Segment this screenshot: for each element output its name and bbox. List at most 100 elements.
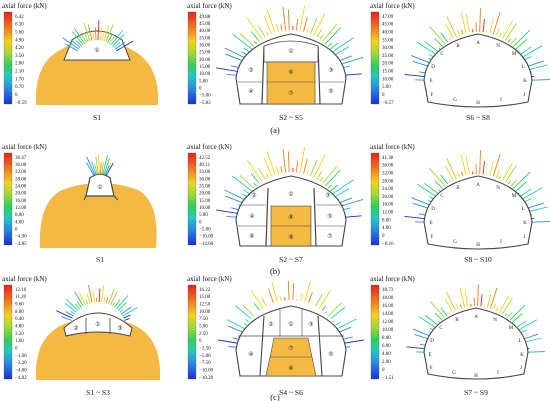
tick-label: 15.00 <box>382 70 394 75</box>
force-ray <box>113 42 121 49</box>
force-ray <box>112 301 116 307</box>
force-ray <box>492 153 501 177</box>
point-label: G <box>453 98 457 103</box>
tick-label: −10.00 <box>199 235 214 240</box>
force-ray <box>477 284 479 307</box>
tick-label: 14.00 <box>382 312 394 317</box>
force-ray <box>123 314 131 319</box>
point-label: N <box>496 44 500 49</box>
force-ray <box>94 163 98 175</box>
force-ray <box>115 40 134 52</box>
force-ray <box>268 288 274 304</box>
tick-label: 28.00 <box>15 177 27 182</box>
tick-label: −4.00 <box>15 235 27 240</box>
tick-label: 7.50 <box>199 317 208 322</box>
color-scale-bar <box>3 284 13 380</box>
stage-label: S4 ~ S6 <box>279 388 303 397</box>
tick-label: 10.00 <box>199 310 211 315</box>
region-label: ④ <box>249 213 254 220</box>
tick-label: 6.00 <box>382 344 391 349</box>
stage-label: S6 ~ S8 <box>466 113 490 122</box>
tunnel-lining <box>423 175 533 250</box>
tick-label: 45.00 <box>199 22 211 27</box>
force-ray <box>315 294 323 307</box>
force-ray <box>86 293 91 304</box>
force-ray <box>332 37 354 53</box>
force-ray <box>418 316 437 329</box>
force-ray <box>482 18 485 33</box>
force-ray <box>74 291 84 307</box>
tick-label: 2.10 <box>15 70 24 75</box>
force-ray <box>110 30 123 46</box>
force-ray <box>94 27 97 41</box>
panel-b2: axial force (kN) 42.52 40.11 35.00 30.00 25.… <box>187 143 364 264</box>
tunnel-lining <box>423 307 529 380</box>
tick-label: 3.50 <box>15 54 24 59</box>
force-ray <box>98 154 100 175</box>
excavated-region-1 <box>85 173 115 197</box>
force-ray <box>460 29 464 35</box>
force-ray <box>263 158 273 177</box>
axial-force-fan <box>404 8 550 81</box>
point-label: L <box>521 207 524 212</box>
row-b: axial force (kN) 38.47 36.00 32.00 28.00 24.… <box>2 143 550 276</box>
point-label: I <box>500 98 502 103</box>
force-ray <box>299 147 306 173</box>
force-ray <box>434 38 444 47</box>
color-scale-bar <box>187 152 197 246</box>
force-ray <box>309 18 318 35</box>
force-ray <box>292 283 295 301</box>
region-label: ⑧ <box>288 214 293 221</box>
ground-mass <box>39 183 157 248</box>
tick-label: −5.00 <box>199 227 211 232</box>
force-ray <box>464 289 469 307</box>
force-ray <box>512 29 531 47</box>
stage-label: S8 ~ S10 <box>464 255 492 264</box>
force-ray <box>319 34 324 40</box>
stage-label: S2 ~ S7 <box>279 255 303 264</box>
force-ray <box>279 296 282 301</box>
panel-c3: axial force (kN) 18.73 18.00 16.00 14.00 12.… <box>370 275 545 397</box>
force-ray <box>507 181 511 185</box>
lining-points: A B C D E F G H I J K L M N <box>428 315 524 379</box>
force-ray <box>460 12 467 34</box>
tick-label: −1.60 <box>15 354 27 359</box>
force-ray <box>449 180 451 183</box>
force-ray <box>338 56 364 66</box>
force-ray <box>334 46 350 56</box>
tick-label: 25.00 <box>199 51 211 56</box>
tick-label: 8.00 <box>382 218 391 223</box>
force-ray <box>327 42 333 47</box>
force-ray <box>124 318 130 321</box>
force-ray <box>479 150 481 175</box>
row-c: axial force (kN) 12.10 11.20 9.60 8.00 6.40 4… <box>2 275 545 401</box>
axial-force-title: axial force (kN) <box>2 275 47 283</box>
panel-a3: axial force (kN) 47.09 45.00 40.00 35.00 30.… <box>370 2 550 122</box>
force-ray <box>327 184 333 189</box>
region-label: ⑦ <box>288 345 293 352</box>
force-ray <box>239 175 255 189</box>
tick-label: 28.00 <box>382 179 394 184</box>
force-ray <box>501 298 513 315</box>
force-ray <box>512 171 531 189</box>
tick-label: −0.57 <box>382 101 394 106</box>
force-ray <box>266 151 276 175</box>
stage-label: S7 ~ S9 <box>464 388 488 397</box>
force-ray <box>75 303 80 310</box>
force-ray <box>434 180 444 189</box>
force-ray <box>332 179 354 195</box>
force-ray <box>224 47 247 59</box>
tick-label: 18.73 <box>382 288 394 293</box>
tick-label: 10.00 <box>199 72 211 77</box>
force-ray <box>460 154 467 176</box>
point-label: E <box>429 221 432 226</box>
force-ray <box>253 40 257 45</box>
force-ray <box>412 328 432 337</box>
force-ray <box>446 16 457 37</box>
force-ray <box>101 33 105 41</box>
force-ray <box>434 312 443 321</box>
region-label: ① <box>288 191 293 198</box>
tick-label: −0.59 <box>15 101 27 106</box>
point-label: J <box>523 235 525 240</box>
row-label: (a) <box>270 125 280 135</box>
